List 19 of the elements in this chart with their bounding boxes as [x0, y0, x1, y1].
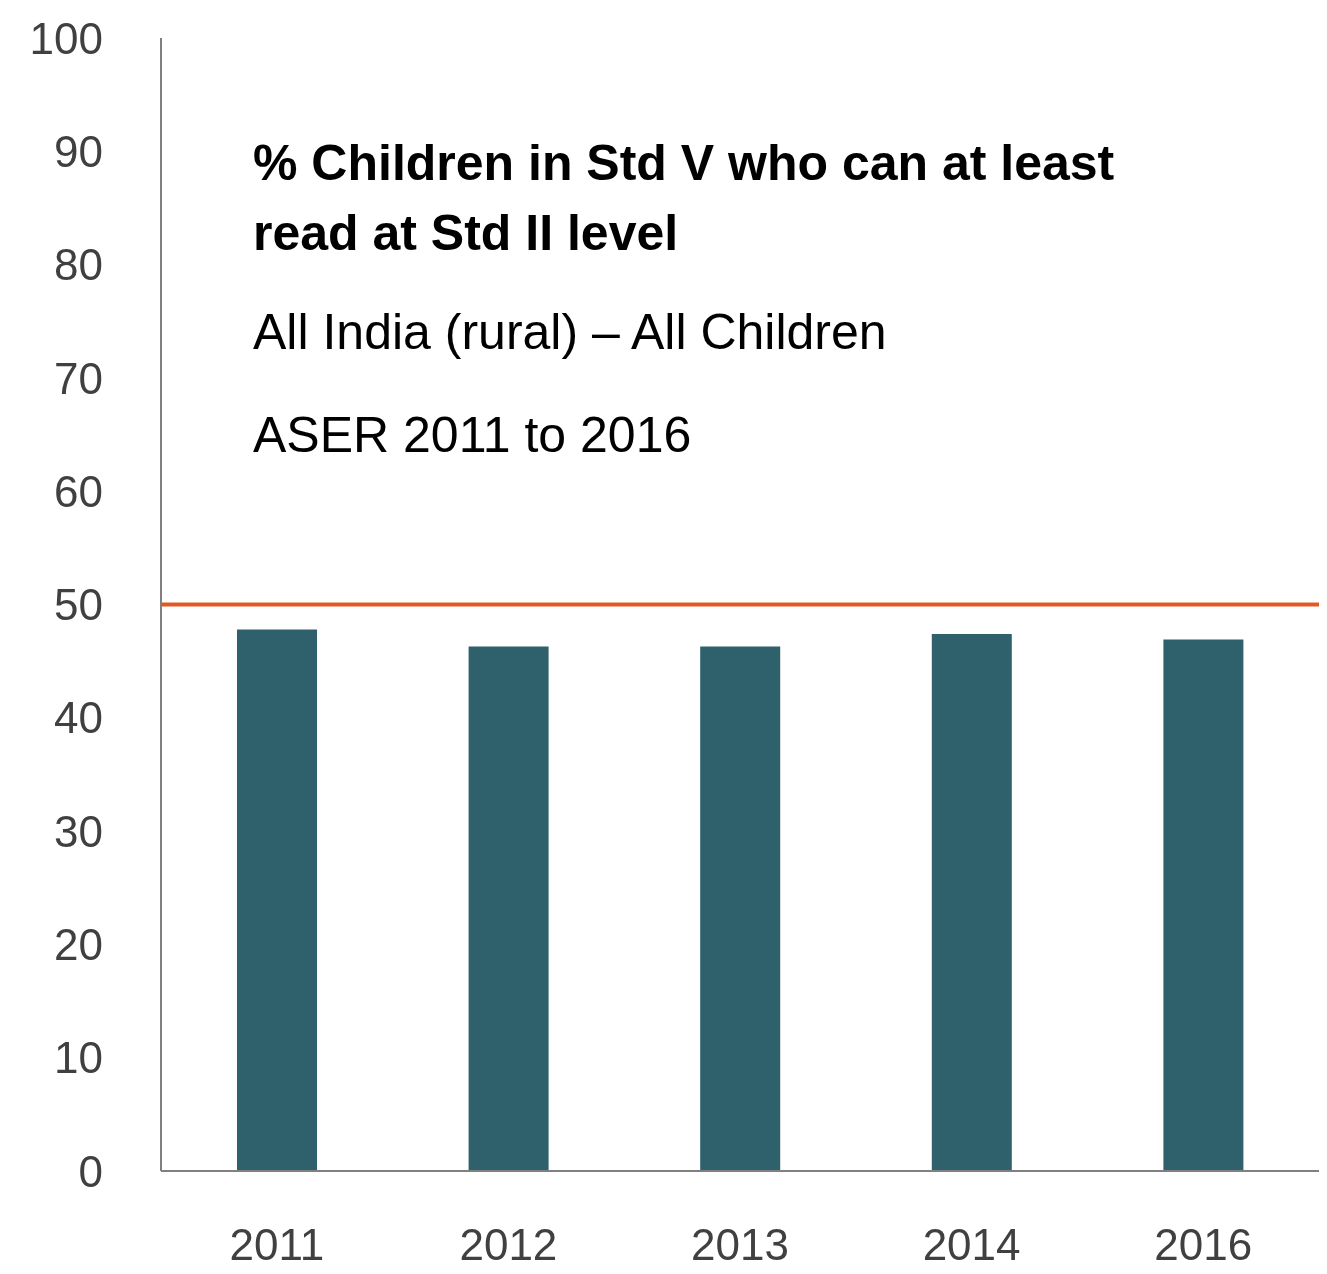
y-tick-label: 10 — [54, 1033, 103, 1083]
x-tick-label: 2012 — [459, 1220, 558, 1270]
annotation: ASER 2011 to 2016 — [253, 406, 692, 464]
y-tick-label: 30 — [54, 806, 103, 856]
x-tick-label: 2016 — [1154, 1220, 1253, 1270]
x-tick-label: 2011 — [229, 1220, 325, 1270]
text: All India (rural) – All Children — [253, 303, 887, 361]
y-tick-label: 60 — [54, 466, 103, 516]
y-tick-label: 80 — [54, 240, 103, 290]
x-tick-label: 2013 — [691, 1220, 789, 1270]
text: % Children in Std V who can at least read at Std II level — [253, 134, 1116, 263]
y-tick-label: 50 — [54, 580, 103, 630]
y-tick-label: 70 — [54, 353, 103, 403]
x-tick-label: 2014 — [922, 1220, 1021, 1270]
y-tick-label: 40 — [54, 693, 103, 743]
y-tick-label: 100 — [29, 13, 103, 63]
y-tick-label: 0 — [78, 1146, 103, 1196]
y-tick-label: 20 — [54, 920, 103, 970]
y-tick-label: 90 — [54, 126, 103, 176]
